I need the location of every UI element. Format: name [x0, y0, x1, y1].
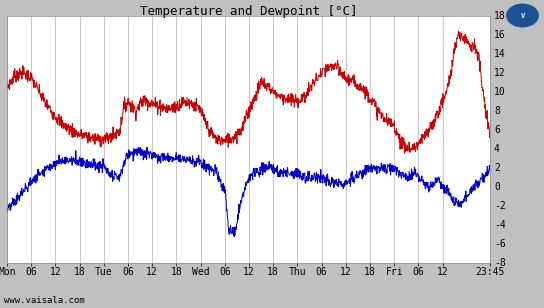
Circle shape [507, 4, 538, 27]
Text: -2: -2 [494, 201, 506, 211]
Text: 12: 12 [494, 68, 506, 78]
Text: V: V [521, 13, 524, 18]
Text: -6: -6 [494, 239, 506, 249]
Text: 4: 4 [494, 144, 500, 154]
Text: 16: 16 [494, 30, 506, 40]
Text: 2: 2 [494, 163, 500, 173]
Text: 8: 8 [494, 106, 500, 116]
Text: Temperature and Dewpoint [°C]: Temperature and Dewpoint [°C] [140, 5, 357, 18]
Text: 14: 14 [494, 49, 506, 59]
Text: 6: 6 [494, 125, 500, 135]
Text: 0: 0 [494, 182, 500, 192]
Text: 10: 10 [494, 87, 506, 97]
Text: 18: 18 [494, 11, 506, 21]
Text: www.vaisala.com: www.vaisala.com [4, 296, 85, 305]
Text: -4: -4 [494, 220, 506, 230]
Text: -8: -8 [494, 258, 506, 268]
